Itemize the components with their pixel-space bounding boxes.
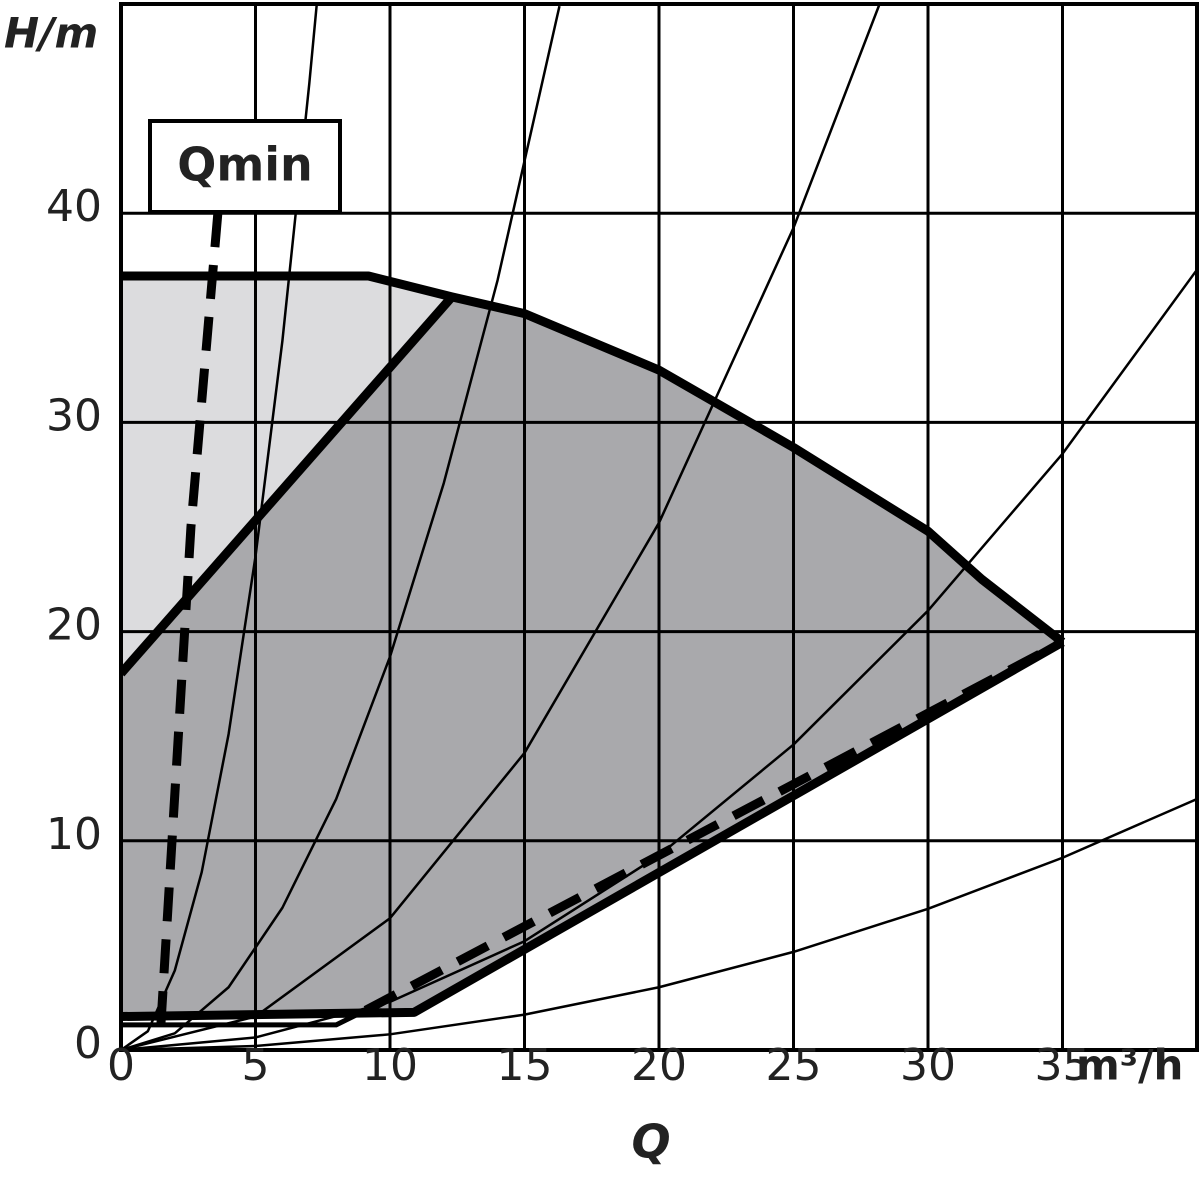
- curve: [121, 638, 1065, 1022]
- areas: [121, 275, 1063, 1017]
- dashed-curve: [155, 212, 223, 1040]
- x-tick-label: 15: [497, 1040, 553, 1091]
- y-tick-label: 0: [74, 1018, 102, 1069]
- x-tick-label: 20: [631, 1040, 687, 1091]
- y-tick-label: 30: [46, 390, 102, 441]
- y-axis-label: H/m: [4, 9, 98, 58]
- y-tick-label: 20: [46, 600, 102, 651]
- x-axis-label: Q: [631, 1115, 670, 1169]
- curve: [121, 1008, 367, 1028]
- x-tick-label: 25: [766, 1040, 822, 1091]
- x-tick-label: 0: [107, 1040, 135, 1091]
- y-tick-label: 10: [46, 809, 102, 860]
- x-tick-label: 35: [1035, 1040, 1091, 1091]
- frame: [119, 2, 1199, 1052]
- callout-box: [148, 119, 342, 214]
- x-tick-label: 30: [900, 1040, 956, 1091]
- y-tick-label: 40: [46, 181, 102, 232]
- x-tick-label: 10: [362, 1040, 418, 1091]
- x-tick-label: 5: [242, 1040, 270, 1091]
- curve: [121, 271, 1066, 646]
- operating-region: [121, 296, 1063, 1017]
- labels: H/m m³/h Q 0 5 10 15 20 25 30 35 0 10 20 30 40: [4, 9, 1183, 1169]
- dashed-curve: [363, 638, 1065, 1015]
- x-axis-unit: m³/h: [1076, 1041, 1183, 1090]
- curve: [121, 797, 1197, 1050]
- curve: [121, 293, 456, 677]
- callout-label: Qmin: [177, 138, 313, 192]
- curves: [121, 4, 1197, 1050]
- qmin-callout: Qmin: [148, 119, 342, 214]
